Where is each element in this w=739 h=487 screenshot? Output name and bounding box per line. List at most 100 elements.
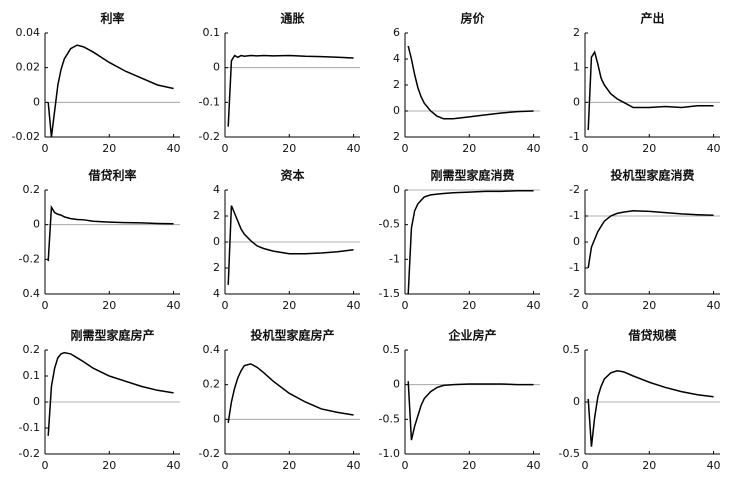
x-tick-label: 40 [347, 142, 361, 155]
x-tick-label: 0 [222, 142, 229, 155]
y-tick-label: 0 [33, 95, 40, 108]
panel-title: 刚需型家庭消费 [430, 168, 514, 183]
x-tick-label: 0 [222, 459, 229, 472]
x-tick-label: 0 [42, 299, 49, 312]
x-tick-label: 20 [282, 459, 296, 472]
y-tick-label: 2 [573, 26, 580, 39]
y-tick-label: 0 [573, 95, 580, 108]
response-line [407, 189, 534, 295]
x-tick-label: 20 [102, 299, 116, 312]
y-tick-label: 0 [573, 395, 580, 408]
panel-title: 投机型家庭房产 [250, 328, 334, 343]
y-tick-label: 4 [213, 287, 220, 300]
response-line [47, 44, 174, 138]
response-line [407, 45, 534, 120]
x-tick-label: 0 [222, 299, 229, 312]
y-tick-label: 0 [213, 61, 220, 74]
response-line [47, 204, 174, 262]
x-tick-label: 20 [462, 459, 476, 472]
y-tick-label: 4 [393, 52, 400, 65]
y-tick-label: -1 [569, 130, 580, 143]
panel-title: 借贷利率 [87, 168, 136, 183]
x-tick-label: 0 [402, 142, 409, 155]
response-line [227, 54, 354, 127]
y-tick-label: -1 [569, 261, 580, 274]
x-tick-label: 40 [527, 299, 541, 312]
x-tick-label: 0 [402, 299, 409, 312]
x-tick-label: 20 [462, 299, 476, 312]
x-tick-label: 40 [707, 299, 721, 312]
y-tick-label: -0.5 [559, 447, 580, 460]
y-tick-label: 0.4 [203, 343, 221, 356]
panel-title: 房价 [460, 11, 485, 26]
y-tick-label: 0 [33, 218, 40, 231]
panel-title: 投机型家庭消费 [610, 168, 694, 183]
y-tick-label: 0.5 [383, 343, 401, 356]
y-tick-label: -0.1 [199, 95, 220, 108]
y-tick-label: 2 [393, 78, 400, 91]
x-tick-label: 0 [42, 142, 49, 155]
response-line [587, 50, 714, 131]
panel-title: 通胀 [280, 11, 304, 26]
y-tick-label: -1 [389, 252, 400, 265]
x-tick-label: 20 [462, 142, 476, 155]
y-tick-label: 0.2 [23, 183, 41, 196]
x-tick-label: 40 [167, 459, 181, 472]
y-tick-label: -1.0 [379, 447, 400, 460]
y-tick-label: -0.2 [199, 447, 220, 460]
x-tick-label: 40 [707, 142, 721, 155]
y-tick-label: 2 [213, 209, 220, 222]
y-tick-label: 2 [393, 130, 400, 143]
panel-title: 借贷规模 [627, 328, 677, 343]
response-line [407, 381, 534, 441]
y-tick-label: -0.2 [19, 252, 40, 265]
x-tick-label: 0 [582, 299, 589, 312]
response-line [587, 210, 714, 269]
y-tick-label: -0.02 [12, 130, 40, 143]
x-tick-label: 20 [642, 142, 656, 155]
x-tick-label: 40 [527, 142, 541, 155]
x-tick-label: 20 [642, 299, 656, 312]
y-tick-label: 0.02 [16, 61, 41, 74]
y-tick-label: 0.04 [16, 26, 41, 39]
response-line [227, 205, 354, 285]
x-tick-label: 20 [102, 142, 116, 155]
y-tick-label: 0 [213, 235, 220, 248]
x-tick-label: 20 [282, 142, 296, 155]
x-tick-label: 20 [642, 459, 656, 472]
y-tick-label: 6 [393, 26, 400, 39]
x-tick-label: 40 [707, 459, 721, 472]
response-line [47, 351, 174, 436]
y-tick-label: -1 [569, 209, 580, 222]
x-tick-label: 0 [402, 459, 409, 472]
y-tick-label: 0.5 [563, 343, 581, 356]
y-tick-label: 0 [393, 183, 400, 196]
x-tick-label: 20 [282, 299, 296, 312]
panel-title: 刚需型家庭房产 [70, 328, 154, 343]
y-tick-label: -0.2 [19, 447, 40, 460]
y-tick-label: 0 [33, 395, 40, 408]
x-tick-label: 40 [347, 459, 361, 472]
y-tick-label: 0.1 [23, 369, 41, 382]
x-tick-label: 40 [167, 299, 181, 312]
y-tick-label: -2 [569, 287, 580, 300]
x-tick-label: 20 [102, 459, 116, 472]
y-tick-label: -0.5 [379, 412, 400, 425]
x-tick-label: 40 [167, 142, 181, 155]
y-tick-label: 1 [573, 61, 580, 74]
x-tick-label: 40 [527, 459, 541, 472]
x-tick-label: 0 [582, 459, 589, 472]
response-line [587, 370, 714, 447]
y-tick-label: 0 [393, 104, 400, 117]
y-tick-label: 0 [213, 412, 220, 425]
x-tick-label: 0 [582, 142, 589, 155]
panel-title: 资本 [280, 168, 304, 183]
panel-title: 利率 [100, 11, 124, 26]
y-tick-label: -0.1 [19, 421, 40, 434]
response-line [227, 363, 354, 423]
y-tick-label: -0.5 [379, 218, 400, 231]
x-tick-label: 40 [347, 299, 361, 312]
y-tick-label: 0.4 [23, 287, 41, 300]
y-tick-label: 4 [213, 183, 220, 196]
